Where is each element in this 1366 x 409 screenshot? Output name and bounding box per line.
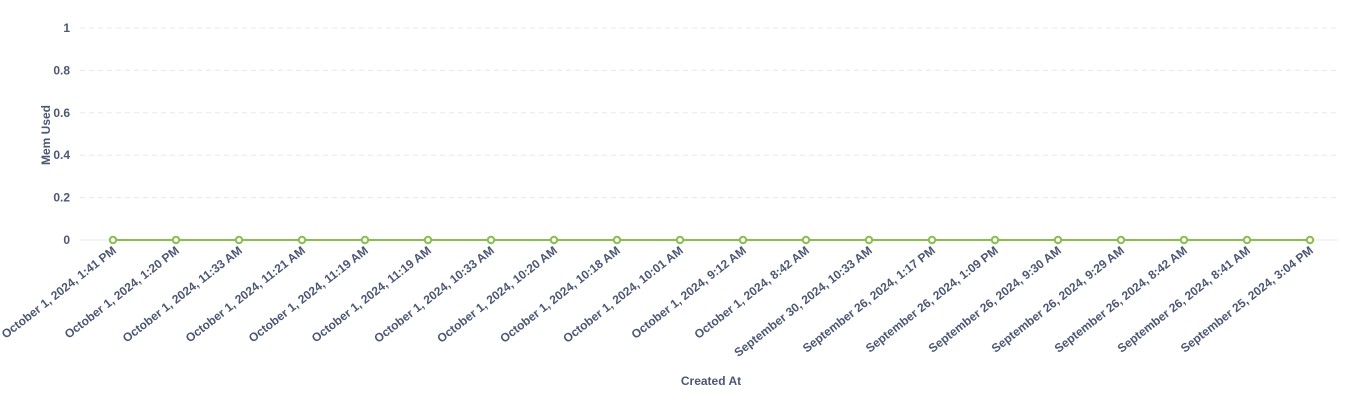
data-point[interactable] [549,235,559,245]
data-point[interactable] [612,235,622,245]
data-point[interactable] [738,235,748,245]
x-axis-title: Created At [681,374,741,388]
x-tick-label: October 1, 2024, 11:19 AM [309,243,434,345]
data-point[interactable] [990,235,1000,245]
data-point[interactable] [927,235,937,245]
data-point[interactable] [171,235,181,245]
data-point[interactable] [675,235,685,245]
y-tick-label: 0.4 [53,148,70,162]
y-tick-label: 0.6 [53,106,70,120]
data-point[interactable] [1305,235,1315,245]
x-tick-label: October 1, 2024, 1:20 PM [62,243,182,341]
data-point[interactable] [108,235,118,245]
data-point[interactable] [801,235,811,245]
y-tick-label: 1 [63,21,70,35]
x-tick-label: October 1, 2024, 11:33 AM [120,243,245,345]
series-layer [108,235,1315,245]
data-point[interactable] [1116,235,1126,245]
data-point[interactable] [1242,235,1252,245]
data-point[interactable] [486,235,496,245]
x-tick-label: October 1, 2024, 11:21 AM [183,243,308,345]
data-point[interactable] [1179,235,1189,245]
y-axis-ticks: 0 0.2 0.4 0.6 0.8 1 [53,21,70,247]
x-tick-label: October 1, 2024, 10:20 AM [434,243,559,345]
y-axis-title: Mem Used [39,105,53,165]
y-tick-label: 0.2 [53,191,70,205]
y-tick-label: 0 [63,233,70,247]
data-point[interactable] [423,235,433,245]
x-tick-label: October 1, 2024, 10:18 AM [497,243,622,345]
grid [80,27,1338,241]
x-tick-label: October 1, 2024, 10:33 AM [371,243,496,345]
y-tick-label: 0.8 [53,63,70,77]
data-point[interactable] [1053,235,1063,245]
data-point[interactable] [864,235,874,245]
x-tick-label: October 1, 2024, 10:01 AM [560,243,685,345]
data-point[interactable] [360,235,370,245]
data-point[interactable] [234,235,244,245]
x-tick-label: October 1, 2024, 8:42 AM [692,243,812,341]
data-point[interactable] [297,235,307,245]
x-tick-label: October 1, 2024, 11:19 AM [246,243,371,345]
x-tick-label: September 25, 2024, 3:04 PM [1178,243,1316,355]
x-tick-label: October 1, 2024, 9:12 AM [629,243,749,341]
x-tick-label: October 1, 2024, 1:41 PM [0,243,119,341]
